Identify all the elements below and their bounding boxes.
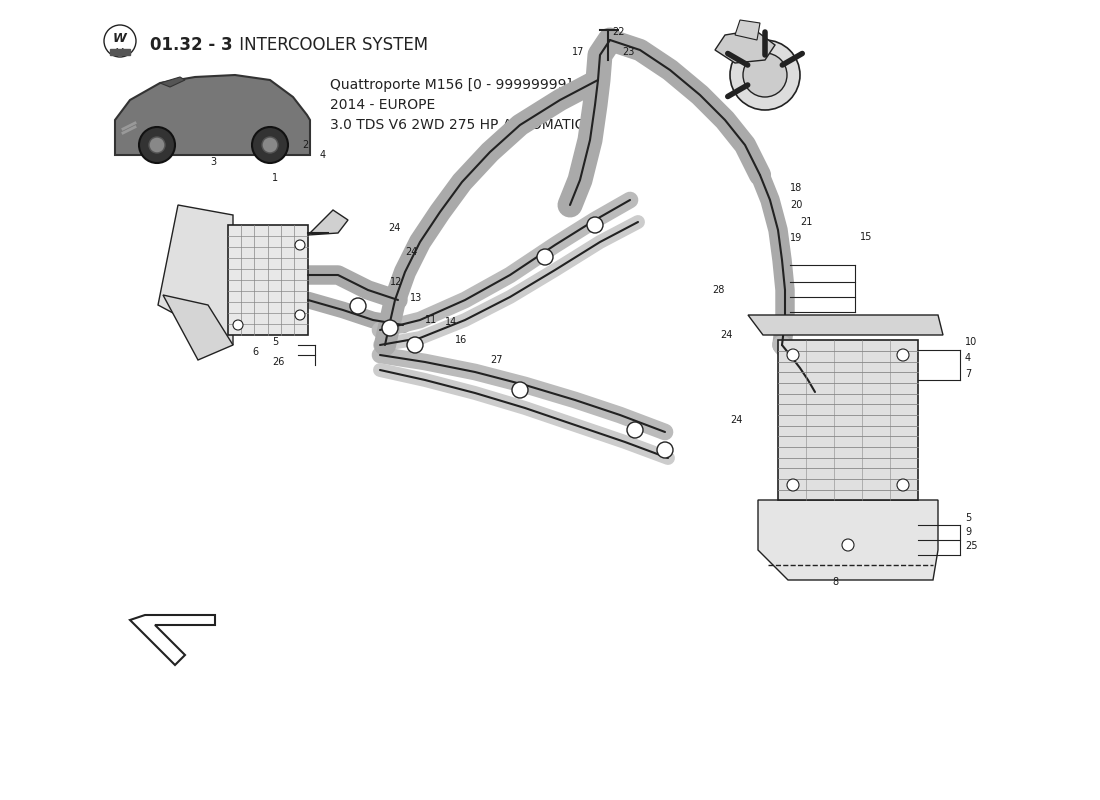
Text: 14: 14 (446, 317, 458, 327)
Circle shape (295, 310, 305, 320)
Polygon shape (130, 615, 214, 665)
Text: 26: 26 (272, 357, 285, 367)
Circle shape (252, 127, 288, 163)
Polygon shape (160, 77, 185, 87)
Text: 8: 8 (832, 577, 838, 587)
Circle shape (896, 479, 909, 491)
Circle shape (512, 382, 528, 398)
Text: 17: 17 (572, 47, 584, 57)
Circle shape (742, 53, 786, 97)
Polygon shape (158, 205, 233, 345)
Text: 13: 13 (410, 293, 422, 303)
Text: W: W (113, 33, 127, 46)
Polygon shape (308, 210, 348, 235)
Polygon shape (735, 20, 760, 40)
Circle shape (262, 137, 278, 153)
Text: 7: 7 (965, 369, 971, 379)
Polygon shape (758, 500, 938, 580)
Text: 19: 19 (790, 233, 802, 243)
Text: 3: 3 (210, 157, 216, 167)
Text: 23: 23 (621, 47, 635, 57)
Text: 18: 18 (790, 183, 802, 193)
Circle shape (350, 298, 366, 314)
Circle shape (407, 337, 424, 353)
Bar (778, 340, 918, 500)
Polygon shape (715, 30, 775, 63)
Text: 10: 10 (965, 337, 977, 347)
Text: 5: 5 (272, 337, 278, 347)
Circle shape (657, 442, 673, 458)
Text: 28: 28 (712, 285, 725, 295)
Text: 9: 9 (965, 527, 971, 537)
Circle shape (233, 320, 243, 330)
Text: 2014 - EUROPE: 2014 - EUROPE (330, 98, 436, 112)
Text: 4: 4 (320, 150, 326, 160)
Text: 25: 25 (965, 541, 978, 551)
Text: 21: 21 (800, 217, 813, 227)
Circle shape (786, 479, 799, 491)
Text: Quattroporte M156 [0 - 99999999]: Quattroporte M156 [0 - 99999999] (330, 78, 572, 92)
Text: 15: 15 (860, 232, 872, 242)
Circle shape (295, 240, 305, 250)
Text: 24: 24 (720, 330, 733, 340)
Text: 22: 22 (612, 27, 625, 37)
Circle shape (382, 320, 398, 336)
Text: 4: 4 (965, 353, 971, 363)
Text: 16: 16 (455, 335, 468, 345)
Text: 24: 24 (405, 247, 417, 257)
Text: 24: 24 (388, 223, 400, 233)
Circle shape (148, 137, 165, 153)
Text: 27: 27 (490, 355, 503, 365)
Circle shape (730, 40, 800, 110)
Text: 5: 5 (965, 513, 971, 523)
Text: 11: 11 (425, 315, 438, 325)
Polygon shape (116, 75, 310, 155)
Circle shape (842, 539, 854, 551)
Text: 1: 1 (272, 173, 278, 183)
Text: 12: 12 (390, 277, 403, 287)
Circle shape (627, 422, 644, 438)
Bar (228, 225, 308, 335)
Polygon shape (748, 315, 943, 335)
Polygon shape (163, 295, 233, 360)
Circle shape (896, 349, 909, 361)
Text: 2: 2 (302, 140, 308, 150)
Text: 3.0 TDS V6 2WD 275 HP AUTOMATIC: 3.0 TDS V6 2WD 275 HP AUTOMATIC (330, 118, 584, 132)
Circle shape (139, 127, 175, 163)
Circle shape (537, 249, 553, 265)
Polygon shape (110, 49, 130, 55)
Text: 24: 24 (730, 415, 743, 425)
Text: INTERCOOLER SYSTEM: INTERCOOLER SYSTEM (234, 36, 428, 54)
Text: 01.32 - 3: 01.32 - 3 (150, 36, 232, 54)
Circle shape (587, 217, 603, 233)
Text: 20: 20 (790, 200, 802, 210)
Circle shape (786, 349, 799, 361)
Text: 6: 6 (252, 347, 258, 357)
